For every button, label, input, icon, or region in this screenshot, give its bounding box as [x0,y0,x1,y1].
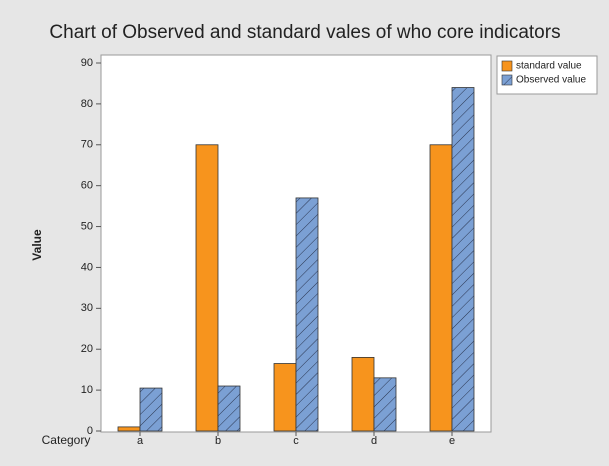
legend-label: Observed value [516,75,586,86]
y-axis-label: Value [30,229,44,261]
y-tick-label: 80 [81,98,93,110]
x-tick-label: c [293,435,299,447]
y-tick-label: 10 [81,384,93,396]
y-tick-label: 70 [81,139,93,151]
x-axis-label: Category [42,433,91,447]
legend-label: standard value [516,61,582,72]
y-tick-label: 20 [81,343,93,355]
y-tick-label: 60 [81,180,93,192]
y-tick-label: 90 [81,57,93,69]
legend-swatch [501,60,513,72]
bar [373,377,397,432]
bar [195,144,219,432]
y-tick-label: 50 [81,220,93,232]
x-tick-label: a [137,435,144,447]
chart-title: Chart of Observed and standard vales of … [49,22,560,43]
x-tick-label: b [215,435,221,447]
bar [273,363,297,432]
bar [117,426,141,432]
bar [351,356,375,432]
y-tick-label: 0 [87,425,93,437]
x-tick-label: d [371,435,377,447]
bar [217,385,241,432]
x-tick-label: e [449,435,455,447]
y-tick-label: 30 [81,302,93,314]
bar [451,87,475,432]
bar [295,197,319,432]
y-tick-label: 40 [81,261,93,273]
bar [429,144,453,432]
bar [139,387,163,432]
legend-swatch-hatch [502,75,512,85]
legend [496,55,598,95]
